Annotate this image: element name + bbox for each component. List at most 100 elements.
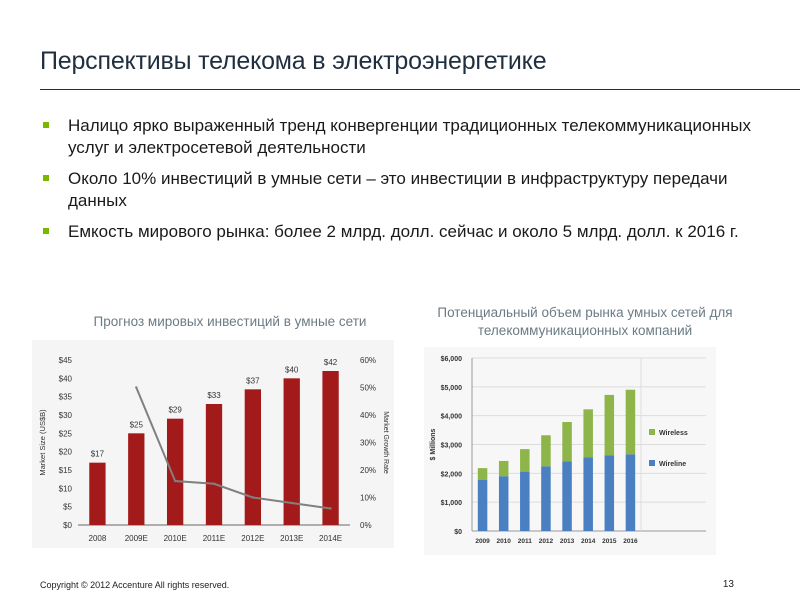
bar-value-label: $33 [207,391,221,400]
chart1-panel: $0 $5 $10 $15 $20 $25 $30 $35 $40 $45 0% 10% 20% 30% 4… [32,340,394,548]
x-tick-label: 2008 [89,534,107,543]
bar-wireline [520,471,530,531]
bar-wireless [477,468,488,480]
market-volume-chart: $0 $1,000 $2,000 $3,000 $4,000 $5,000 $6,000 20… [430,356,706,545]
y-tick-label: $2,000 [441,471,463,478]
y-tick-label: $15 [59,466,73,475]
y-tick-label: $0 [63,521,72,530]
title-divider [40,89,800,90]
bar-wireless [498,460,509,477]
y-tick-label: $4,000 [441,414,463,421]
bar-wireline [541,466,551,531]
bar [205,404,223,525]
legend-swatch-wireline [649,460,655,466]
x-tick-label: 2011E [203,534,226,543]
bar-wireless [541,435,551,467]
legend-label-wireline: Wireline [659,461,686,468]
legend-swatch-wireless [649,429,655,435]
x-tick-label: 2009 [475,538,490,545]
y-tick-label: $20 [59,448,73,457]
bar-value-label: $37 [246,376,260,385]
bar [166,418,184,525]
growth-rate-point [135,386,138,389]
bullet-text: Около 10% инвестиций в умные сети – это … [68,169,728,210]
y-axis-title: $ Millions [430,428,437,460]
x-tick-label: 2014 [581,538,596,545]
y2-tick-label: 0% [360,521,372,530]
chart1-caption: Прогноз мировых инвестиций в умные сети [93,314,367,329]
bullet-square-icon [43,175,49,181]
bar [128,433,145,525]
x-tick-label: 2015 [602,538,617,545]
bullet-item: Емкость мирового рынка: более 2 млрд. до… [40,221,760,243]
bar [283,378,300,525]
bar-wireline [562,461,572,531]
y-tick-label: $35 [59,393,73,402]
y2-axis-title: Market Growth Rate [382,411,389,474]
growth-rate-line [135,387,331,510]
bar-wireline [498,476,509,531]
bar-wireline [604,455,615,531]
bar-value-label: $17 [91,450,105,459]
bar-wireless [583,409,593,458]
bar-value-label: $29 [168,406,182,415]
x-tick-label: 2013E [280,534,303,543]
y-tick-label: $5,000 [441,385,463,392]
growth-rate-point [329,507,332,510]
y2-tick-label: 10% [360,494,376,503]
y-tick-label: $5 [63,503,72,512]
bar [89,462,106,525]
y-tick-label: $40 [59,374,73,383]
y-tick-label: $25 [59,429,73,438]
bar [244,389,262,525]
x-tick-label: 2016 [623,538,638,545]
bullet-item: Около 10% инвестиций в умные сети – это … [40,168,760,212]
chart2-caption: Потенциальный объем рынка умных сетей дл… [437,305,733,338]
bullet-square-icon [43,122,49,128]
y2-tick-label: 40% [360,411,376,420]
y2-tick-label: 20% [360,466,376,475]
bullet-text: Налицо ярко выраженный тренд конвергенци… [68,116,751,157]
slide-title: Перспективы телекома в электроэнергетике [40,47,547,75]
bullet-list: Налицо ярко выраженный тренд конвергенци… [40,115,760,252]
y-tick-label: $1,000 [441,500,463,507]
bar [322,371,339,525]
y-axis-title: Market Size (US$B) [38,409,47,476]
bar-wireless [520,449,530,472]
y-tick-label: $6,000 [441,356,463,363]
x-tick-label: 2013 [560,538,575,545]
bar-value-label: $25 [130,420,144,429]
x-tick-label: 2009E [125,534,148,543]
growth-rate-point [173,479,177,483]
bar-wireline [477,479,488,531]
legend-label-wireless: Wireless [659,430,688,437]
growth-rate-point [251,496,255,499]
investment-forecast-chart: $0 $5 $10 $15 $20 $25 $30 $35 $40 $45 0% 10% 20% 30% 4… [38,356,389,543]
x-tick-label: 2010 [496,538,511,545]
x-tick-label: 2012 [539,538,554,545]
y-tick-label: $45 [59,356,73,365]
y-tick-label: $30 [59,411,73,420]
y-tick-label: $3,000 [441,443,463,450]
page-number: 13 [722,579,734,590]
copyright-footer: Copyright © 2012 Accenture All rights re… [40,580,230,590]
bar-value-label: $42 [324,358,338,367]
bar-wireless [625,389,636,455]
bullet-item: Налицо ярко выраженный тренд конвергенци… [40,115,760,159]
bar-wireline [625,454,636,531]
bullet-text: Емкость мирового рынка: более 2 млрд. до… [68,222,739,241]
y2-tick-label: 60% [360,356,376,365]
growth-rate-point [290,501,293,505]
y-tick-label: $0 [454,529,462,536]
x-tick-label: 2014E [319,534,342,543]
y2-tick-label: 50% [360,384,376,393]
y-tick-label: $10 [59,484,73,493]
x-tick-label: 2012E [241,534,264,543]
chart2-panel: $0 $1,000 $2,000 $3,000 $4,000 $5,000 $6,000 20… [424,347,716,555]
y2-tick-label: 30% [360,439,376,448]
x-tick-label: 2010E [164,534,187,543]
bar-value-label: $40 [285,365,299,374]
bullet-square-icon [43,228,49,234]
x-tick-label: 2011 [518,538,532,545]
growth-rate-point [212,482,216,485]
